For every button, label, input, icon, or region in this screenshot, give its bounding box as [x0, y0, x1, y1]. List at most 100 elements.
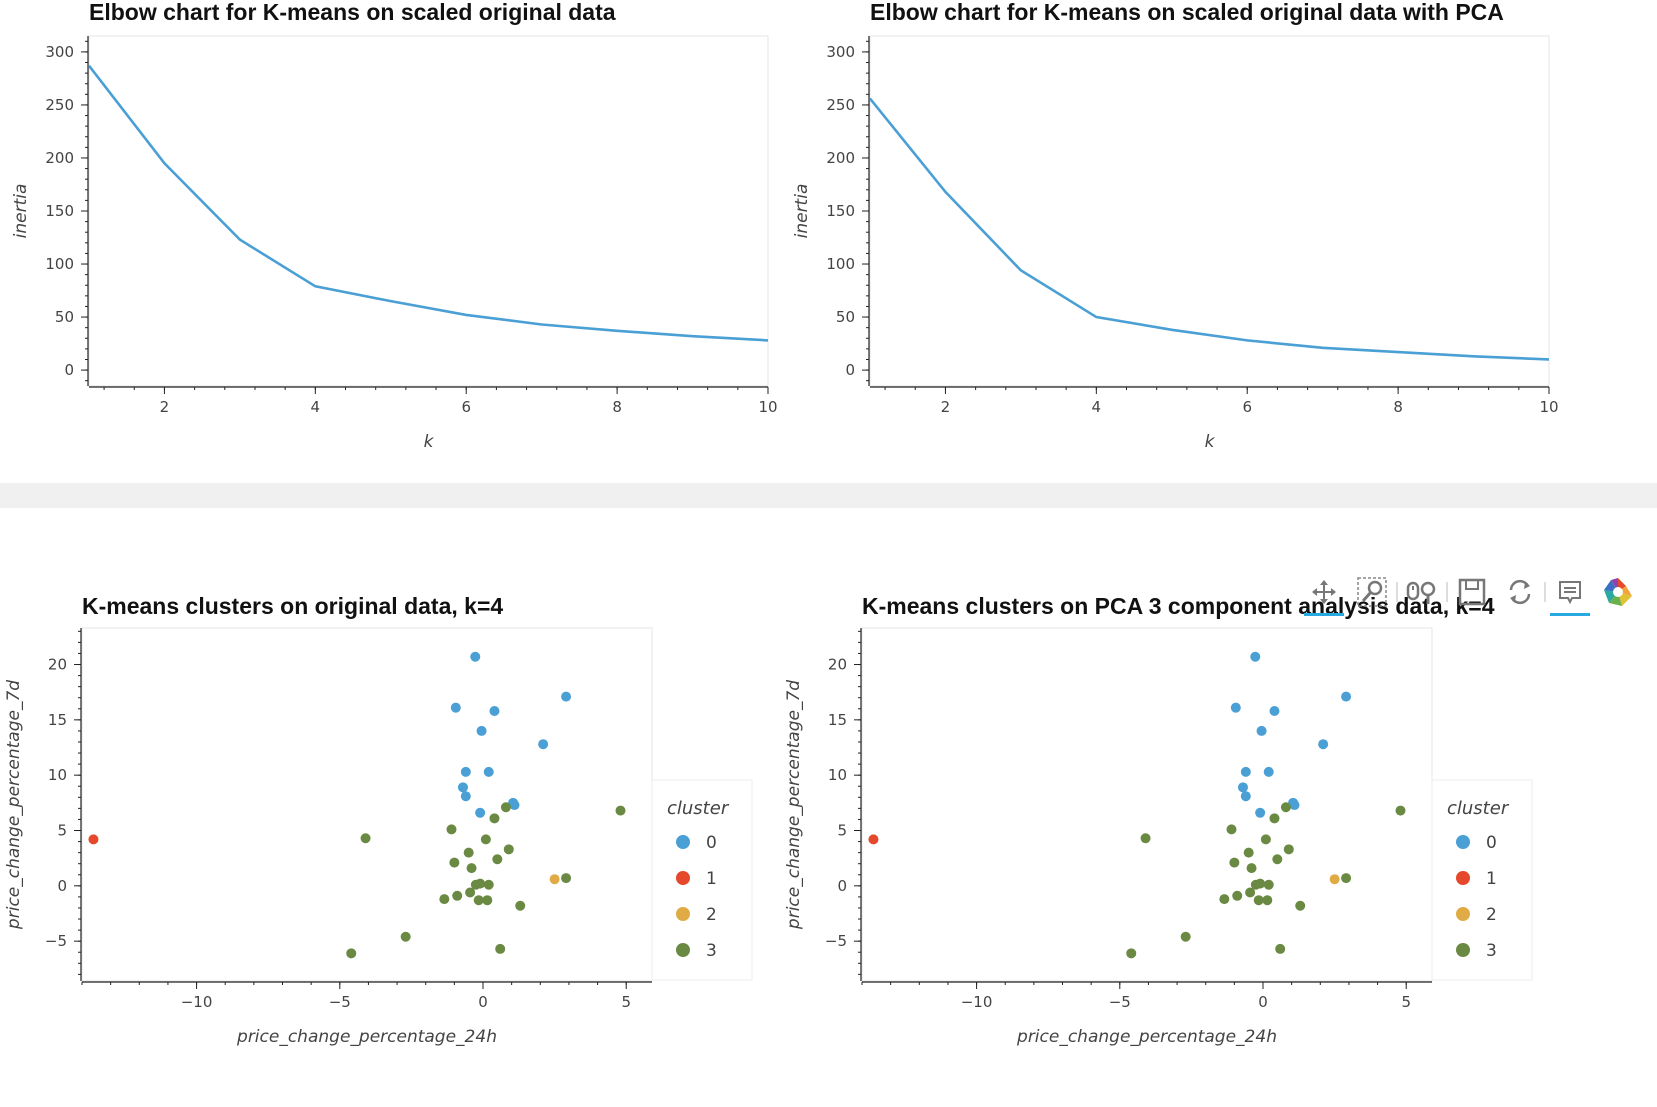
y-tick-label: 250	[45, 96, 74, 114]
y-tick-label: 200	[826, 149, 855, 167]
scatter-point-cluster-3	[515, 900, 526, 911]
pan-tool[interactable]	[1300, 570, 1348, 616]
hover-tool[interactable]	[1546, 570, 1594, 616]
y-tick-label: 5	[57, 822, 67, 840]
scatter-point-cluster-3	[1229, 857, 1240, 868]
legend-swatch-3	[676, 943, 690, 957]
legend-label: 1	[1486, 869, 1497, 889]
section-divider	[0, 483, 1657, 508]
plot-frame	[861, 627, 1433, 982]
y-tick-label: 0	[845, 361, 855, 379]
y-tick-label: 250	[826, 96, 855, 114]
scatter-point-cluster-0	[1240, 791, 1251, 802]
y-tick-label: 0	[57, 877, 67, 895]
bokeh-logo-icon	[1604, 578, 1632, 606]
scatter-point-cluster-3	[1245, 887, 1256, 898]
legend-title: cluster	[1447, 798, 1510, 819]
scatter-point-cluster-0	[450, 702, 461, 713]
scatter-point-cluster-3	[483, 879, 494, 890]
x-tick-label: −5	[1109, 993, 1131, 1011]
scatter-point-cluster-3	[473, 895, 484, 906]
x-tick-label: 8	[612, 398, 622, 416]
scatter-point-cluster-0	[1289, 800, 1300, 811]
legend-label: 0	[706, 833, 717, 853]
scatter-point-cluster-2	[549, 874, 560, 885]
scatter-point-cluster-0	[476, 725, 487, 736]
x-tick-label: 6	[461, 398, 471, 416]
scatter-point-cluster-3	[1263, 879, 1274, 890]
y-tick-label: 100	[45, 255, 74, 273]
y-tick-label: 15	[48, 711, 67, 729]
scatter-point-cluster-3	[1275, 943, 1286, 954]
legend-swatch-3	[1456, 943, 1470, 957]
y-tick-label: 15	[828, 711, 847, 729]
y-tick-label: 200	[45, 149, 74, 167]
scatter-point-cluster-3	[1283, 844, 1294, 855]
reset-tool[interactable]	[1496, 570, 1544, 614]
legend-label: 3	[706, 941, 717, 961]
scatter-point-cluster-0	[457, 782, 468, 793]
toolbar-separator	[1396, 582, 1398, 602]
x-tick-label: 5	[1401, 993, 1411, 1011]
plot-toolbar	[1300, 570, 1642, 618]
x-tick-label: 10	[758, 398, 777, 416]
y-tick-label: 50	[836, 308, 855, 326]
y-axis-label: inertia	[11, 184, 31, 239]
scatter-point-cluster-3	[500, 802, 511, 813]
scatter-point-cluster-3	[446, 824, 457, 835]
x-tick-label: −10	[961, 993, 993, 1011]
y-tick-label: 20	[48, 656, 67, 674]
scatter-point-cluster-0	[1230, 702, 1241, 713]
y-tick-label: 150	[826, 202, 855, 220]
x-tick-label: 4	[311, 398, 321, 416]
scatter-point-cluster-3	[1280, 802, 1291, 813]
wheel-zoom-tool[interactable]	[1398, 570, 1446, 614]
scatter-point-cluster-3	[452, 890, 463, 901]
plot-frame	[869, 35, 1550, 387]
box-zoom-tool[interactable]	[1348, 570, 1396, 614]
save-tool[interactable]	[1448, 570, 1496, 614]
y-tick-label: 300	[45, 43, 74, 61]
y-tick-label: 5	[837, 822, 847, 840]
y-axis-label: inertia	[792, 184, 812, 239]
y-tick-label: 150	[45, 202, 74, 220]
box-zoom-icon	[1357, 577, 1387, 607]
scatter-point-cluster-3	[1232, 890, 1243, 901]
x-tick-label: 6	[1242, 398, 1252, 416]
x-axis-label: k	[1205, 432, 1216, 452]
bokeh-logo[interactable]	[1594, 570, 1642, 614]
y-tick-label: 0	[64, 361, 74, 379]
scatter-point-cluster-3	[1341, 873, 1352, 884]
scatter-point-cluster-0	[1237, 782, 1248, 793]
legend-label: 0	[1486, 833, 1497, 853]
scatter-point-cluster-0	[460, 791, 471, 802]
y-axis-label: price_change_percentage_7d	[4, 680, 24, 930]
scatter-point-cluster-3	[495, 943, 506, 954]
scatter-point-cluster-3	[1395, 805, 1406, 816]
x-axis-label: price_change_percentage_24h	[1016, 1027, 1277, 1047]
save-icon	[1458, 578, 1486, 606]
reset-icon	[1509, 579, 1531, 605]
scatter-point-cluster-0	[1269, 705, 1280, 716]
scatter-point-cluster-3	[346, 948, 357, 959]
y-axis-label: price_change_percentage_7d	[784, 680, 804, 930]
scatter-point-cluster-0	[460, 766, 471, 777]
scatter-point-cluster-0	[1240, 766, 1251, 777]
x-axis-label: k	[424, 432, 435, 452]
scatter-point-cluster-3	[466, 863, 477, 874]
legend-box	[651, 779, 753, 981]
x-tick-label: 10	[1539, 398, 1558, 416]
scatter-point-cluster-3	[463, 847, 474, 858]
legend-label: 2	[1486, 905, 1497, 925]
toolbar-separator	[1446, 582, 1448, 602]
scatter-point-cluster-2	[1329, 874, 1340, 885]
y-tick-label: 50	[55, 308, 74, 326]
legend-swatch-1	[676, 871, 690, 885]
x-tick-label: 2	[941, 398, 951, 416]
scatter-point-cluster-3	[1180, 931, 1191, 942]
scatter-point-cluster-3	[1243, 847, 1254, 858]
chart-title: K-means clusters on PCA 3 component anal…	[862, 593, 1495, 619]
y-tick-label: 20	[828, 656, 847, 674]
y-tick-label: 10	[828, 766, 847, 784]
